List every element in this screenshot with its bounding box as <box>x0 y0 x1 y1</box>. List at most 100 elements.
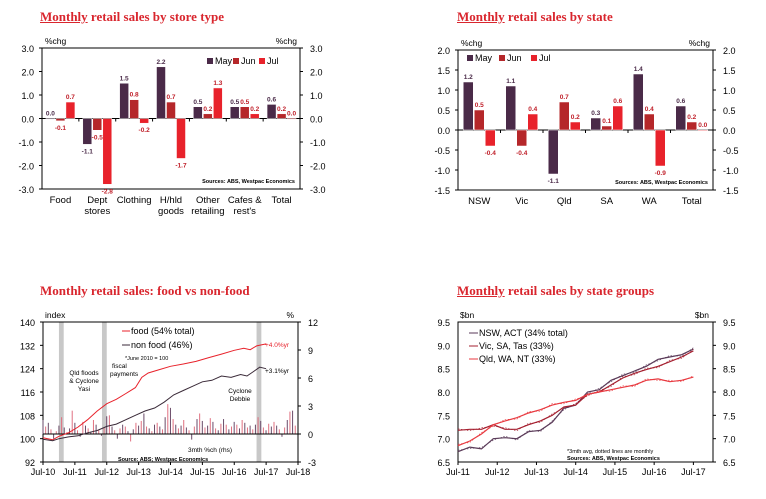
chart1-data-label: 0.2 <box>250 106 259 113</box>
chart2-bar-may <box>675 105 686 131</box>
chart2-bar-may <box>463 81 474 131</box>
chart3-ytick-right: 3 <box>308 402 313 412</box>
chart1-data-label: 0.0 <box>287 111 296 118</box>
chart4-ylabel-right: $bn <box>695 310 709 320</box>
chart3-shaded-period <box>101 322 107 462</box>
chart1-data-label: 2.2 <box>156 59 165 66</box>
chart2-ytick-left: 1.0 <box>437 86 450 96</box>
chart1-data-label: 0.0 <box>46 111 55 118</box>
chart1-data-label: 0.5 <box>230 99 239 106</box>
chart4-ytick-left: 7.0 <box>437 435 450 445</box>
chart4-xtick-label: Jul-12 <box>485 467 510 477</box>
chart4-line-1 <box>457 350 694 431</box>
chart1-title-rest: retail sales by store type <box>87 9 225 24</box>
chart1-xtick-label: H/hld <box>160 195 182 206</box>
chart3-annotation-nonfood-yr: +3.1%yr <box>265 368 290 375</box>
chart2-ytick-left: 2.0 <box>437 46 450 56</box>
chart1-title-underlined: Monthly <box>40 9 88 24</box>
chart3-ylabel-right: % <box>286 310 294 320</box>
chart1-title: Monthly retail sales by store type <box>40 9 224 25</box>
chart1-data-label: 0.7 <box>66 94 75 101</box>
chart2-bar-jul <box>570 121 581 131</box>
chart3-annotation-fiscal: payments <box>110 371 139 378</box>
chart3-line-food <box>42 343 267 441</box>
chart3-annotation-food-yr: +4.0%yr <box>265 342 290 349</box>
chart1-xtick-label: Dept <box>87 195 107 206</box>
chart1-ytick-left: -1.0 <box>18 138 34 148</box>
chart3-shaded-period <box>256 322 262 462</box>
chart2-xtick-label: SA <box>600 196 613 207</box>
chart1-ytick-right: -3.0 <box>310 185 326 195</box>
chart1-ytick-right: 1.0 <box>310 91 323 101</box>
chart4-ytick-right: 9.5 <box>723 318 736 328</box>
chart1-ytick-right: 2.0 <box>310 68 323 78</box>
chart4-title-underlined: Monthly <box>457 283 505 298</box>
chart3-annotation-floods: & Cyclone <box>69 378 99 385</box>
chart1-legend-label-may: May <box>215 56 233 66</box>
chart1-bar-may <box>82 118 93 145</box>
chart1-bar-jul <box>176 118 186 159</box>
chart1-bar-may <box>156 66 166 119</box>
chart2-bar-may <box>633 73 644 131</box>
chart1-xtick-label: Food <box>50 195 72 206</box>
chart1-bar-jun <box>92 118 103 131</box>
chart2-bar-may <box>590 117 601 131</box>
chart3-ytick-left: 124 <box>20 365 35 375</box>
chart1-data-label: 0.8 <box>130 92 139 99</box>
chart1-bar-may <box>45 118 56 120</box>
chart1-legend-swatch-jul <box>259 58 265 64</box>
chart1-ytick-right: -2.0 <box>310 162 326 172</box>
chart3-shaded-period <box>58 322 64 462</box>
chart2-bar-may <box>548 129 559 175</box>
chart1-data-label: 1.3 <box>213 80 222 87</box>
chart4-ytick-right: 9.0 <box>723 341 736 351</box>
chart4-ytick-right: 8.5 <box>723 365 736 375</box>
chart4-legend-label: Qld, WA, NT (33%) <box>479 354 556 364</box>
chart1-xtick-label: goods <box>158 206 184 217</box>
chart2-bar-jun <box>601 125 612 131</box>
chart3-xtick-label: Jul-11 <box>63 467 87 477</box>
chart1-bar-jun <box>129 99 139 119</box>
chart1-ytick-left: 2.0 <box>21 68 34 78</box>
chart2-data-label: 0.0 <box>698 122 707 129</box>
chart1-data-label: -0.2 <box>139 127 151 134</box>
chart2-ytick-right: 1.0 <box>723 86 736 96</box>
chart1-data-label: 0.2 <box>203 106 212 113</box>
chart4-xtick-label: Jul-15 <box>603 467 628 477</box>
chart3-xtick-label: Jul-10 <box>31 467 56 477</box>
chart2-bar-jul <box>527 113 538 131</box>
chart2-xtick-label: WA <box>642 196 658 207</box>
chart4-ytick-right: 7.5 <box>723 411 736 421</box>
chart1-data-label: -2.8 <box>102 188 114 195</box>
chart1-bar-jun <box>203 113 213 119</box>
chart1-ytick-right: -1.0 <box>310 138 326 148</box>
chart1-bar-jun <box>276 113 287 119</box>
chart1-data-label: 1.5 <box>120 75 129 82</box>
chart3-xtick-label: Jul-13 <box>126 467 151 477</box>
chart1-data-label: -1.7 <box>175 162 187 169</box>
chart2-data-label: 0.6 <box>613 98 622 105</box>
chart4-ytick-left: 9.5 <box>437 318 450 328</box>
chart4-ytick-right: 8.0 <box>723 388 736 398</box>
chart2-data-label: 0.3 <box>591 110 600 117</box>
chart2-bar-jun <box>644 113 655 131</box>
chart3-title: Monthly retail sales: food vs non-food <box>40 283 250 299</box>
chart1-legend-label-jul: Jul <box>267 56 279 66</box>
chart4-line-monthly-1 <box>457 349 694 432</box>
chart3-ytick-right: -3 <box>308 458 316 468</box>
chart3-ytick-right: 9 <box>308 346 313 356</box>
chart3-annotation-fiscal: fiscal <box>112 363 127 370</box>
chart2-title-rest: retail sales by state <box>504 9 613 24</box>
chart2-data-label: 0.1 <box>602 118 611 125</box>
chart2-data-label: 0.2 <box>687 114 696 121</box>
chart2-ytick-left: 0.0 <box>437 126 450 136</box>
chart1-xtick-label: Other <box>196 195 220 206</box>
chart1-bar-jun <box>239 106 250 119</box>
chart1-xtick-label: stores <box>84 206 110 217</box>
chart4-xtick-label: Jul-16 <box>642 467 667 477</box>
chart2-xtick-label: Qld <box>557 196 572 207</box>
chart3-xtick-label: Jul-12 <box>94 467 119 477</box>
chart1-source: Sources: ABS, Westpac Economics <box>202 179 295 185</box>
chart2-legend-swatch-may <box>467 55 473 61</box>
chart1-data-label: 0.6 <box>267 96 276 103</box>
